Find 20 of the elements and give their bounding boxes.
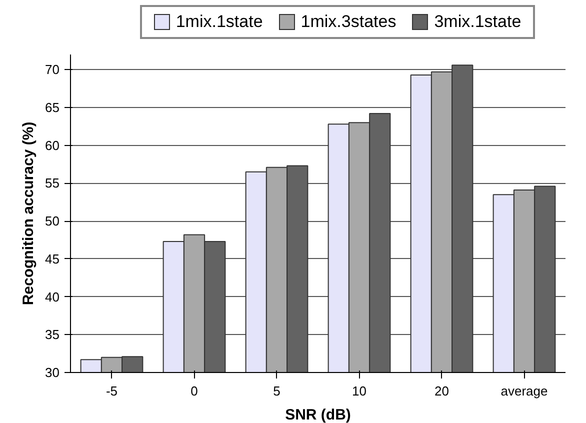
- y-tick-label: 55: [45, 176, 60, 191]
- y-tick-label: 45: [45, 251, 60, 266]
- y-tick-label: 40: [45, 289, 60, 304]
- x-tick-label: 20: [434, 384, 449, 398]
- y-tick-label: 70: [45, 62, 60, 78]
- y-tick-label: 50: [45, 214, 60, 229]
- y-tick-label: 65: [45, 100, 60, 115]
- y-tick-label: 30: [45, 365, 60, 380]
- legend-label: 1mix.1state: [176, 11, 263, 33]
- x-tick-label: 5: [273, 384, 280, 398]
- x-tick-label: 0: [190, 384, 198, 398]
- y-tick-label: 60: [45, 138, 60, 153]
- legend-label: 3mix.1state: [434, 11, 522, 33]
- legend-label: 1mix.3states: [300, 11, 396, 33]
- y-axis-title: Recognition accuracy (%): [20, 122, 38, 306]
- y-tick-label: 35: [45, 327, 60, 342]
- x-tick-label: average: [500, 384, 548, 398]
- x-tick-label: -5: [106, 384, 118, 398]
- x-axis-title: SNR (dB): [285, 406, 351, 423]
- x-tick-label: 10: [352, 384, 366, 398]
